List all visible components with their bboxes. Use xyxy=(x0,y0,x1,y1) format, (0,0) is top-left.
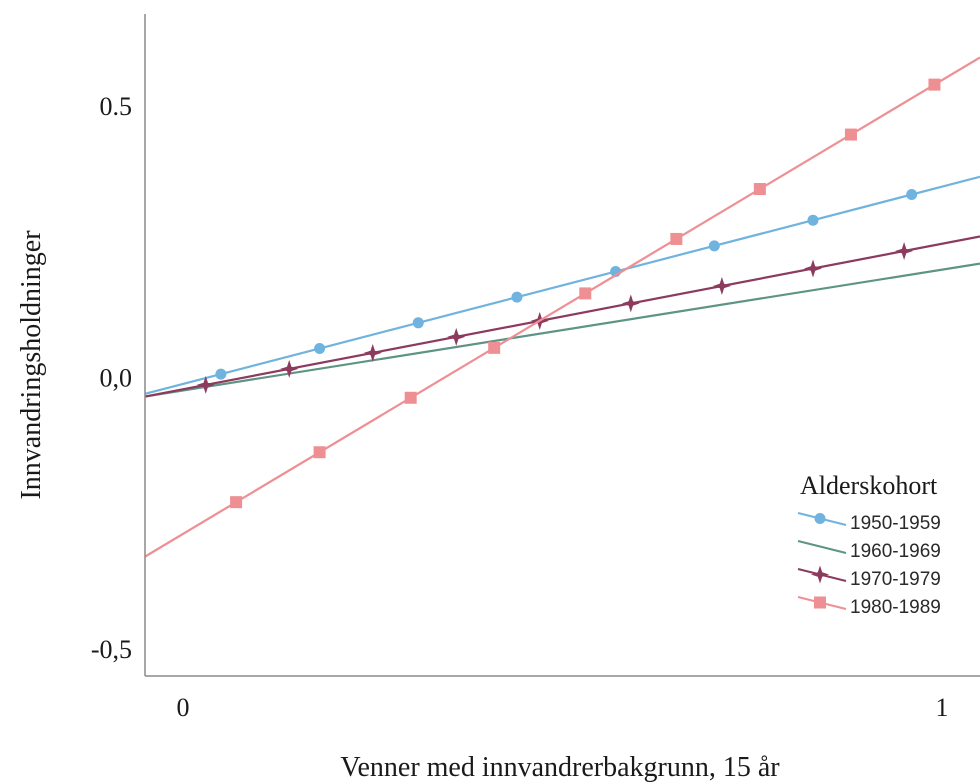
data-point-1970-1979-3 xyxy=(447,327,466,346)
data-point-1980-1989-0 xyxy=(230,496,243,509)
series-1960-1969 xyxy=(144,262,980,398)
series-1950-1959 xyxy=(144,175,980,395)
y-tick-label: 0.5 xyxy=(100,92,133,121)
data-point-1970-1979-5 xyxy=(621,294,640,313)
data-point-1980-1989-4 xyxy=(579,287,592,300)
legend-title: Alderskohort xyxy=(800,471,938,500)
data-point-1980-1989-8 xyxy=(928,78,941,91)
x-tick-label: 1 xyxy=(936,693,949,722)
legend-item-1950-1959: 1950-1959 xyxy=(797,512,941,534)
data-point-1950-1959-7 xyxy=(906,189,918,201)
data-point-1950-1959-1 xyxy=(314,342,326,354)
data-point-1970-1979-7 xyxy=(804,259,822,278)
data-point-1980-1989-5 xyxy=(670,232,683,245)
series-1980-1989 xyxy=(144,56,980,558)
legend-marker xyxy=(811,565,829,584)
data-point-1970-1979-6 xyxy=(712,276,731,295)
legend-item-1980-1989: 1980-1989 xyxy=(797,596,941,618)
series-line-1980-1989 xyxy=(144,56,980,558)
data-point-1970-1979-8 xyxy=(895,242,914,261)
series-line-1970-1979 xyxy=(144,235,980,398)
y-tick-labels: 0.5 0,0 -0,5 xyxy=(91,92,132,664)
legend-label: 1960-1969 xyxy=(850,541,941,562)
data-point-1970-1979-0 xyxy=(196,375,215,394)
data-point-1980-1989-1 xyxy=(313,446,326,459)
data-point-1950-1959-6 xyxy=(807,214,819,226)
data-point-1950-1959-2 xyxy=(412,317,424,329)
data-point-1980-1989-6 xyxy=(753,183,766,196)
legend-items: 1950-1959 1960-1969 1970-1979 1980-1989 xyxy=(797,512,941,618)
series-layer xyxy=(144,56,980,558)
data-point-1970-1979-2 xyxy=(363,343,382,362)
legend-marker xyxy=(814,596,826,609)
data-point-1980-1989-3 xyxy=(488,341,501,354)
y-tick-label: -0,5 xyxy=(91,635,132,664)
legend-marker xyxy=(814,513,826,524)
legend-item-1960-1969: 1960-1969 xyxy=(797,540,941,562)
legend-label: 1950-1959 xyxy=(850,513,941,534)
legend-item-1970-1979: 1970-1979 xyxy=(797,565,941,590)
data-point-1950-1959-0 xyxy=(215,368,227,380)
legend-label: 1970-1979 xyxy=(850,569,941,590)
x-axis-title: Venner med innvandrerbakgrunn, 15 år xyxy=(340,752,780,783)
legend-swatch xyxy=(797,540,847,554)
data-point-1950-1959-3 xyxy=(511,291,523,303)
data-point-1980-1989-7 xyxy=(844,128,857,141)
x-tick-label: 0 xyxy=(176,693,189,722)
series-1970-1979 xyxy=(144,235,980,398)
y-axis-title: Innvandringsholdninger xyxy=(16,230,47,500)
data-point-1950-1959-5 xyxy=(708,240,720,252)
legend-label: 1980-1989 xyxy=(850,597,941,618)
y-tick-label: 0,0 xyxy=(100,364,133,393)
series-line-1950-1959 xyxy=(144,175,980,395)
data-point-1970-1979-1 xyxy=(280,359,299,378)
series-line-1960-1969 xyxy=(144,262,980,398)
legend: Alderskohort 1950-1959 1960-1969 1970-1979… xyxy=(797,471,941,618)
data-point-1980-1989-2 xyxy=(404,391,417,404)
